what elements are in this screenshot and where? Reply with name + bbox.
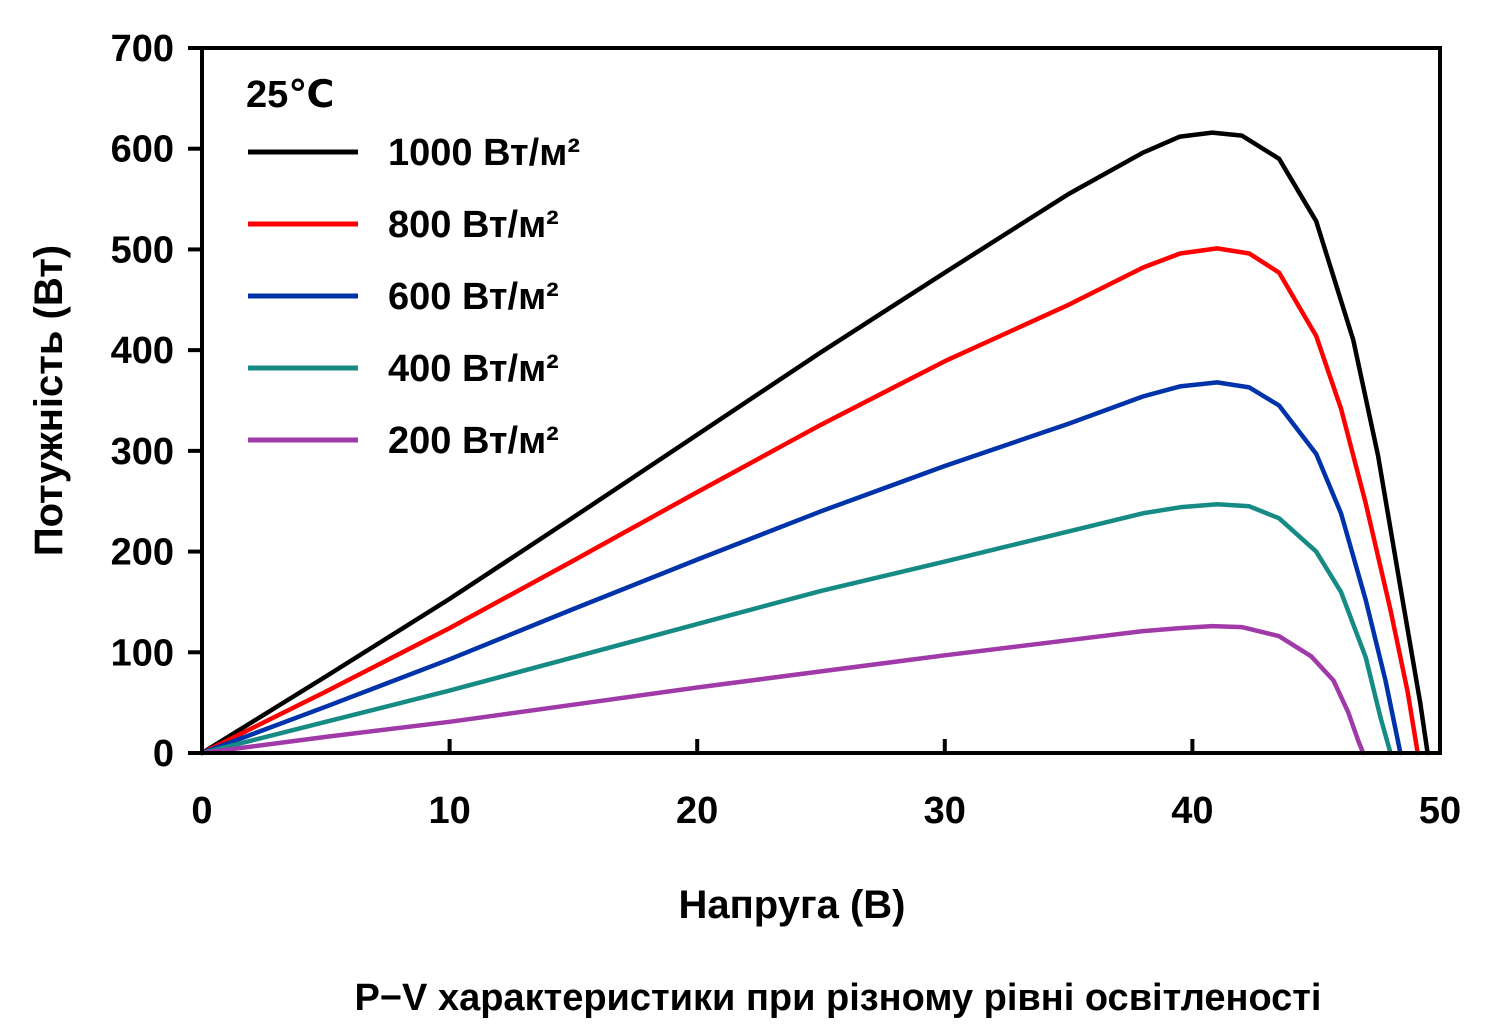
legend-label-0: 1000 Вт/м² <box>388 132 580 174</box>
series-curves <box>199 130 1430 756</box>
legend: 25℃ 1000 Вт/м² 800 Вт/м² 600 Вт/м² 400 Вт/м… <box>246 74 580 462</box>
legend-label-2: 600 Вт/м² <box>388 276 559 318</box>
y-tick-label: 700 <box>111 28 174 70</box>
x-tick-label: 40 <box>1171 790 1213 832</box>
y-tick-label: 0 <box>153 733 174 775</box>
series-line-0 <box>199 130 1430 756</box>
plot-frame <box>200 46 1442 755</box>
x-tick-label: 50 <box>1419 790 1461 832</box>
legend-title: 25℃ <box>246 74 334 116</box>
y-tick-label: 600 <box>111 129 174 171</box>
y-tick-label: 500 <box>111 229 174 271</box>
y-axis-title: Потужність (Вт) <box>27 245 71 556</box>
y-tick-label: 300 <box>111 431 174 473</box>
x-tick-label: 30 <box>924 790 966 832</box>
x-tick-label: 10 <box>428 790 470 832</box>
y-tick-label: 200 <box>111 532 174 574</box>
y-tick-label: 100 <box>111 632 174 674</box>
legend-label-1: 800 Вт/м² <box>388 204 559 246</box>
y-tick-label: 400 <box>111 330 174 372</box>
legend-label-3: 400 Вт/м² <box>388 348 559 390</box>
x-axis-title: Напруга (В) <box>679 883 906 927</box>
x-tick-label: 0 <box>191 790 212 832</box>
series-line-1 <box>199 246 1420 756</box>
series-line-2 <box>199 380 1403 756</box>
axis-ticks <box>188 46 1195 755</box>
series-line-3 <box>199 501 1393 756</box>
x-tick-label: 20 <box>676 790 718 832</box>
series-line-4 <box>199 623 1366 756</box>
legend-label-4: 200 Вт/м² <box>388 420 559 462</box>
chart-caption: P−V характеристики при різному рівні осв… <box>355 977 1322 1019</box>
